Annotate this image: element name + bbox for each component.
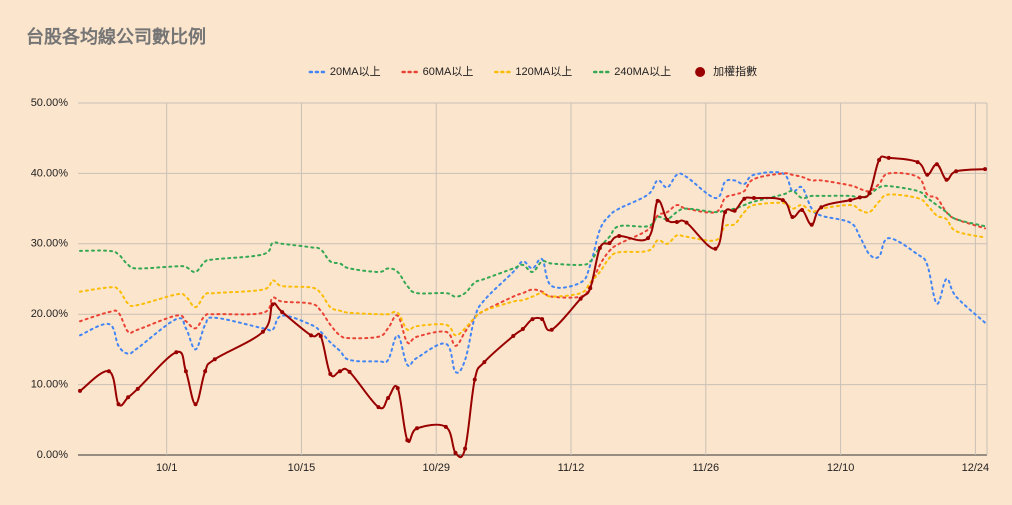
data-point	[309, 333, 314, 338]
x-tick-label: 12/24	[962, 462, 990, 474]
data-point	[78, 388, 82, 393]
data-point	[106, 369, 111, 374]
data-point	[674, 219, 679, 224]
data-point	[453, 450, 458, 455]
data-point	[848, 198, 853, 203]
legend-label: 20MA以上	[330, 65, 381, 78]
data-point	[723, 210, 728, 215]
data-point	[549, 327, 554, 332]
data-point	[280, 310, 285, 315]
data-point	[395, 386, 400, 391]
y-tick-label: 30.00%	[31, 238, 69, 250]
data-point	[790, 215, 795, 220]
data-point	[183, 369, 188, 374]
data-point	[809, 222, 814, 227]
data-point	[443, 424, 448, 429]
data-point	[376, 405, 381, 410]
data-point	[203, 369, 208, 374]
data-point	[954, 169, 959, 174]
data-point	[819, 205, 824, 210]
data-point	[742, 196, 747, 201]
data-point	[328, 372, 333, 377]
x-tick-label: 10/29	[422, 462, 450, 474]
x-tick-label: 10/15	[288, 462, 316, 474]
y-tick-label: 10.00%	[31, 379, 69, 391]
data-point	[193, 402, 198, 407]
data-point	[588, 286, 593, 291]
data-point	[414, 426, 419, 431]
data-point	[386, 395, 391, 400]
data-point	[925, 172, 930, 177]
x-tick-label: 12/10	[827, 462, 855, 474]
data-point	[751, 196, 756, 201]
series-line	[79, 193, 986, 337]
data-point	[578, 296, 583, 301]
data-point	[126, 395, 131, 400]
legend-label: 240MA以上	[614, 65, 671, 78]
data-point	[944, 177, 949, 182]
data-point	[116, 402, 121, 407]
y-tick-label: 40.00%	[31, 167, 69, 179]
data-point	[646, 236, 651, 241]
data-point	[867, 191, 872, 196]
series-line	[79, 155, 986, 459]
data-point	[463, 446, 468, 451]
y-tick-label: 20.00%	[31, 308, 69, 320]
legend: 20MA以上 60MA以上 120MA以上 240MA以上 加權指數	[308, 64, 757, 78]
data-point	[520, 326, 525, 331]
legend-label: 加權指數	[713, 64, 757, 78]
legend-label: 60MA以上	[423, 65, 474, 78]
data-point	[212, 357, 217, 362]
data-point	[857, 195, 862, 200]
data-point	[405, 438, 410, 443]
series-line	[79, 184, 986, 298]
data-point	[482, 360, 487, 365]
x-tick-label: 11/26	[692, 462, 719, 474]
data-point	[530, 317, 535, 322]
data-point	[780, 198, 785, 203]
data-point	[318, 334, 323, 339]
y-tick-label: 0.00%	[37, 449, 68, 461]
data-point	[174, 350, 179, 355]
data-point	[713, 246, 718, 251]
data-point	[260, 329, 265, 334]
data-point	[607, 241, 612, 246]
x-tick-label: 10/1	[156, 462, 177, 474]
x-tick-label: 11/12	[558, 462, 585, 474]
legend-label: 120MA以上	[515, 65, 572, 78]
data-point	[983, 167, 987, 172]
legend-symbol	[695, 67, 706, 77]
data-point	[684, 220, 689, 225]
series-line	[79, 171, 986, 374]
data-point	[732, 208, 737, 213]
data-point	[655, 198, 660, 203]
data-point	[347, 369, 352, 374]
data-point	[800, 208, 805, 213]
data-point	[665, 217, 670, 222]
data-point	[135, 386, 140, 391]
data-point	[915, 160, 920, 165]
data-point	[934, 162, 939, 167]
data-point	[540, 317, 545, 322]
data-point	[617, 234, 622, 239]
data-point	[511, 334, 516, 339]
data-point	[472, 377, 477, 382]
chart-title: 台股各均線公司數比例	[26, 26, 206, 47]
data-point	[877, 158, 882, 163]
data-point	[886, 155, 891, 160]
data-point	[337, 369, 342, 374]
data-point	[597, 246, 602, 251]
data-point	[270, 302, 275, 307]
y-tick-label: 50.00%	[31, 97, 69, 109]
